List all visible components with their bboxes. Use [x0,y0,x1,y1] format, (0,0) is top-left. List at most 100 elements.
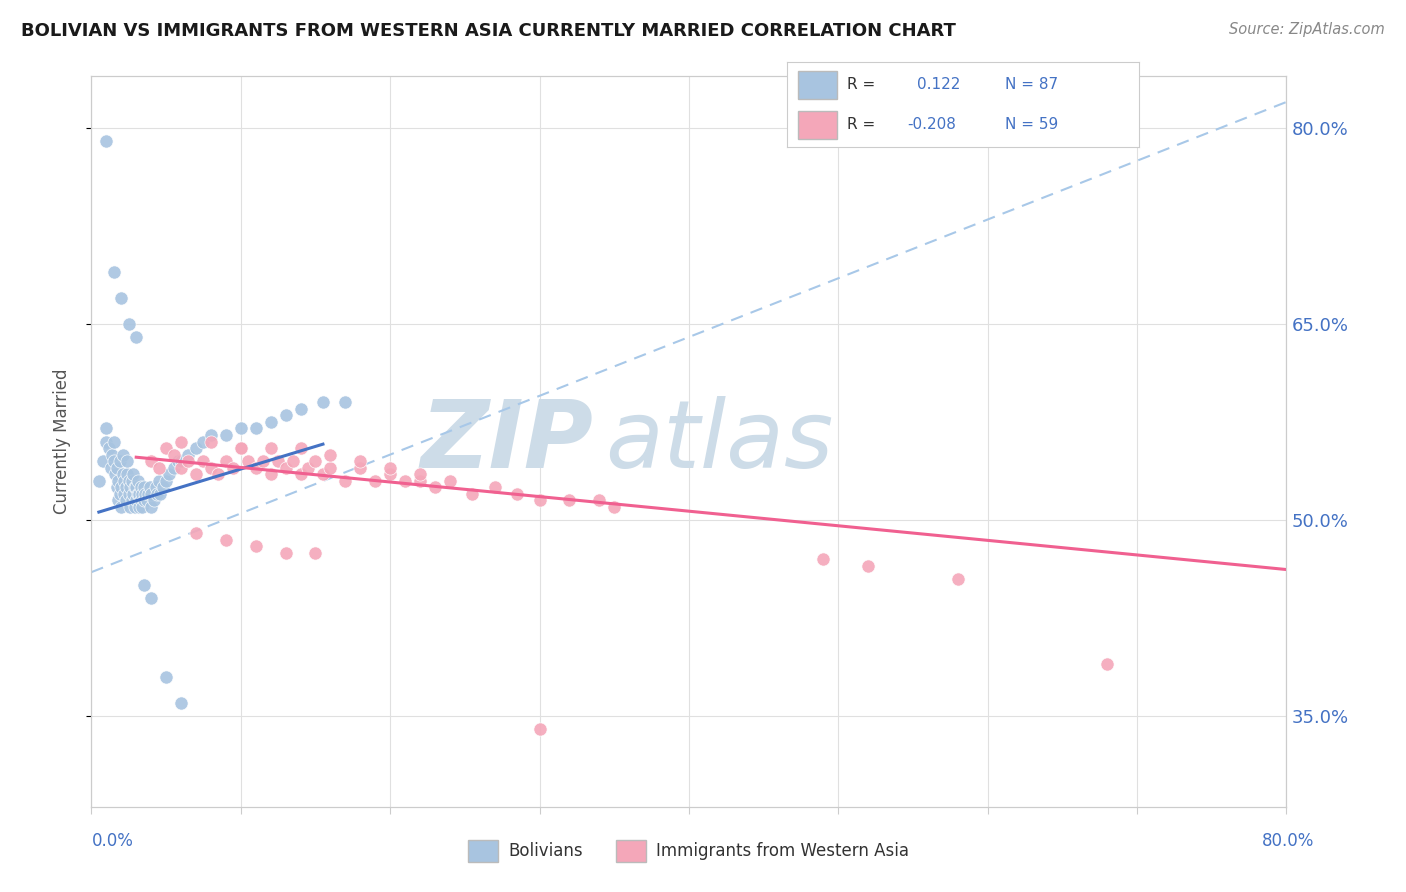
Point [184,467,207,482]
Point [335,395,357,409]
Point [312,467,335,482]
Point [259,467,281,482]
Point [858,558,880,573]
Point [120,500,142,514]
Point [131,487,153,501]
Point [588,493,610,508]
Point [380,460,402,475]
Point [184,526,207,541]
Point [115,454,138,468]
Point [200,428,222,442]
Point [207,467,229,482]
Point [107,493,129,508]
Point [238,454,260,468]
Text: BOLIVIAN VS IMMIGRANTS FROM WESTERN ASIA CURRENTLY MARRIED CORRELATION CHART: BOLIVIAN VS IMMIGRANTS FROM WESTERN ASIA… [21,22,956,40]
Point [281,454,304,468]
Point [484,480,506,494]
Point [136,487,159,501]
Point [200,460,222,475]
Point [125,480,148,494]
Y-axis label: Currently Married: Currently Married [52,368,70,515]
Point [114,493,136,508]
Text: Source: ZipAtlas.com: Source: ZipAtlas.com [1229,22,1385,37]
Point [138,480,160,494]
Point [813,552,835,566]
Point [149,487,172,501]
Point [143,493,166,508]
Point [96,434,118,449]
Point [335,474,357,488]
Point [170,460,193,475]
Point [380,467,402,482]
Point [461,487,484,501]
FancyBboxPatch shape [799,111,837,139]
Point [170,434,193,449]
Text: ZIP: ZIP [420,395,593,488]
Text: atlas: atlas [605,396,834,487]
Point [100,460,122,475]
Point [529,722,551,736]
Point [170,696,193,710]
Point [184,441,207,455]
Point [222,460,245,475]
Legend: Bolivians, Immigrants from Western Asia: Bolivians, Immigrants from Western Asia [461,834,917,869]
Point [152,480,174,494]
Point [146,487,169,501]
Text: 0.122: 0.122 [918,78,960,93]
Point [145,480,167,494]
Point [193,454,215,468]
Text: N = 59: N = 59 [1005,117,1059,132]
Point [423,480,446,494]
Point [124,480,146,494]
Point [603,500,626,514]
Point [141,500,163,514]
Point [215,533,238,547]
Point [155,670,177,684]
Point [103,434,125,449]
Point [141,487,163,501]
Text: N = 87: N = 87 [1005,78,1059,93]
Point [127,487,149,501]
Point [111,448,134,462]
Point [135,493,157,508]
Point [112,474,135,488]
Point [193,434,215,449]
Point [177,448,200,462]
Point [229,421,252,435]
Point [297,460,319,475]
Point [319,448,342,462]
Point [170,454,193,468]
Text: R =: R = [848,117,876,132]
Point [132,493,155,508]
Point [349,454,371,468]
Point [104,467,127,482]
Point [364,474,387,488]
Point [141,454,163,468]
Point [132,480,155,494]
Point [118,317,141,331]
Point [229,441,252,455]
Point [274,460,297,475]
Point [290,441,312,455]
Point [124,500,146,514]
Point [506,487,529,501]
Point [529,493,551,508]
Point [111,467,134,482]
Point [439,474,461,488]
Point [132,578,155,592]
Point [167,454,190,468]
Point [110,291,132,305]
Point [103,265,125,279]
Point [125,493,148,508]
Point [304,545,326,559]
Point [304,454,326,468]
Point [120,480,142,494]
Point [155,474,177,488]
Point [101,448,124,462]
Point [110,500,132,514]
Point [131,500,153,514]
Point [96,134,118,148]
Point [259,441,281,455]
Point [245,460,267,475]
Point [148,460,170,475]
